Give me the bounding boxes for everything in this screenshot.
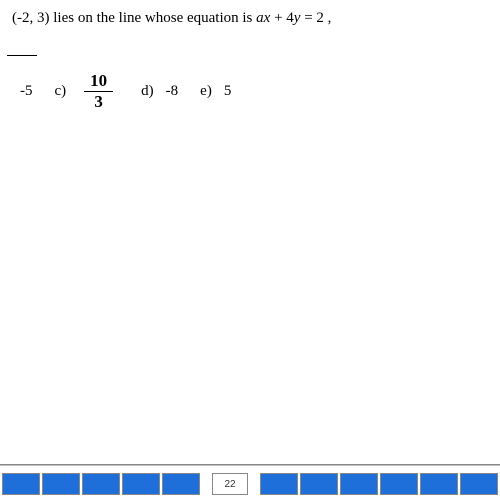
frac-num: 10 [84, 71, 113, 92]
option-b-value: -5 [20, 83, 33, 100]
answer-blank [7, 55, 37, 56]
slide-thumbnail[interactable] [340, 473, 378, 495]
page-number-box[interactable]: 22 [212, 473, 248, 495]
option-d-label: d) [141, 83, 154, 100]
toolbar-divider [0, 464, 500, 466]
frac-den: 3 [88, 92, 109, 112]
eq-rhs: = 2 [300, 10, 323, 26]
option-c-label: c) [55, 83, 67, 100]
slide-thumbnail[interactable] [162, 473, 200, 495]
option-d-value: -8 [166, 83, 179, 100]
spacer [202, 473, 210, 495]
slide-thumbnail[interactable] [82, 473, 120, 495]
eq-ax: ax [256, 10, 270, 26]
slide-thumbnails-row: 22 [0, 469, 500, 499]
option-e-label: e) [200, 83, 212, 100]
slide-thumbnail[interactable] [460, 473, 498, 495]
option-e-value: 5 [224, 83, 232, 100]
q-suffix: , [324, 10, 332, 26]
slide-thumbnail[interactable] [420, 473, 458, 495]
point-text: (-2, 3) [12, 10, 50, 26]
slide-thumbnail[interactable] [260, 473, 298, 495]
slide-thumbnail[interactable] [300, 473, 338, 495]
bottom-toolbar: 22 [0, 464, 500, 500]
option-c-fraction: 10 3 [84, 71, 113, 112]
spacer [250, 473, 258, 495]
slide-thumbnail[interactable] [380, 473, 418, 495]
slide-thumbnail[interactable] [122, 473, 160, 495]
slide-thumbnail[interactable] [2, 473, 40, 495]
blank-row [12, 45, 488, 63]
options-row: -5 c) 10 3 d) -8 e) 5 [12, 71, 488, 112]
q-prefix: lies on the line whose equation is [50, 10, 257, 26]
question-text: (-2, 3) lies on the line whose equation … [12, 10, 488, 27]
slide-thumbnail[interactable] [42, 473, 80, 495]
eq-mid: + 4 [270, 10, 293, 26]
question-area: (-2, 3) lies on the line whose equation … [0, 0, 500, 122]
